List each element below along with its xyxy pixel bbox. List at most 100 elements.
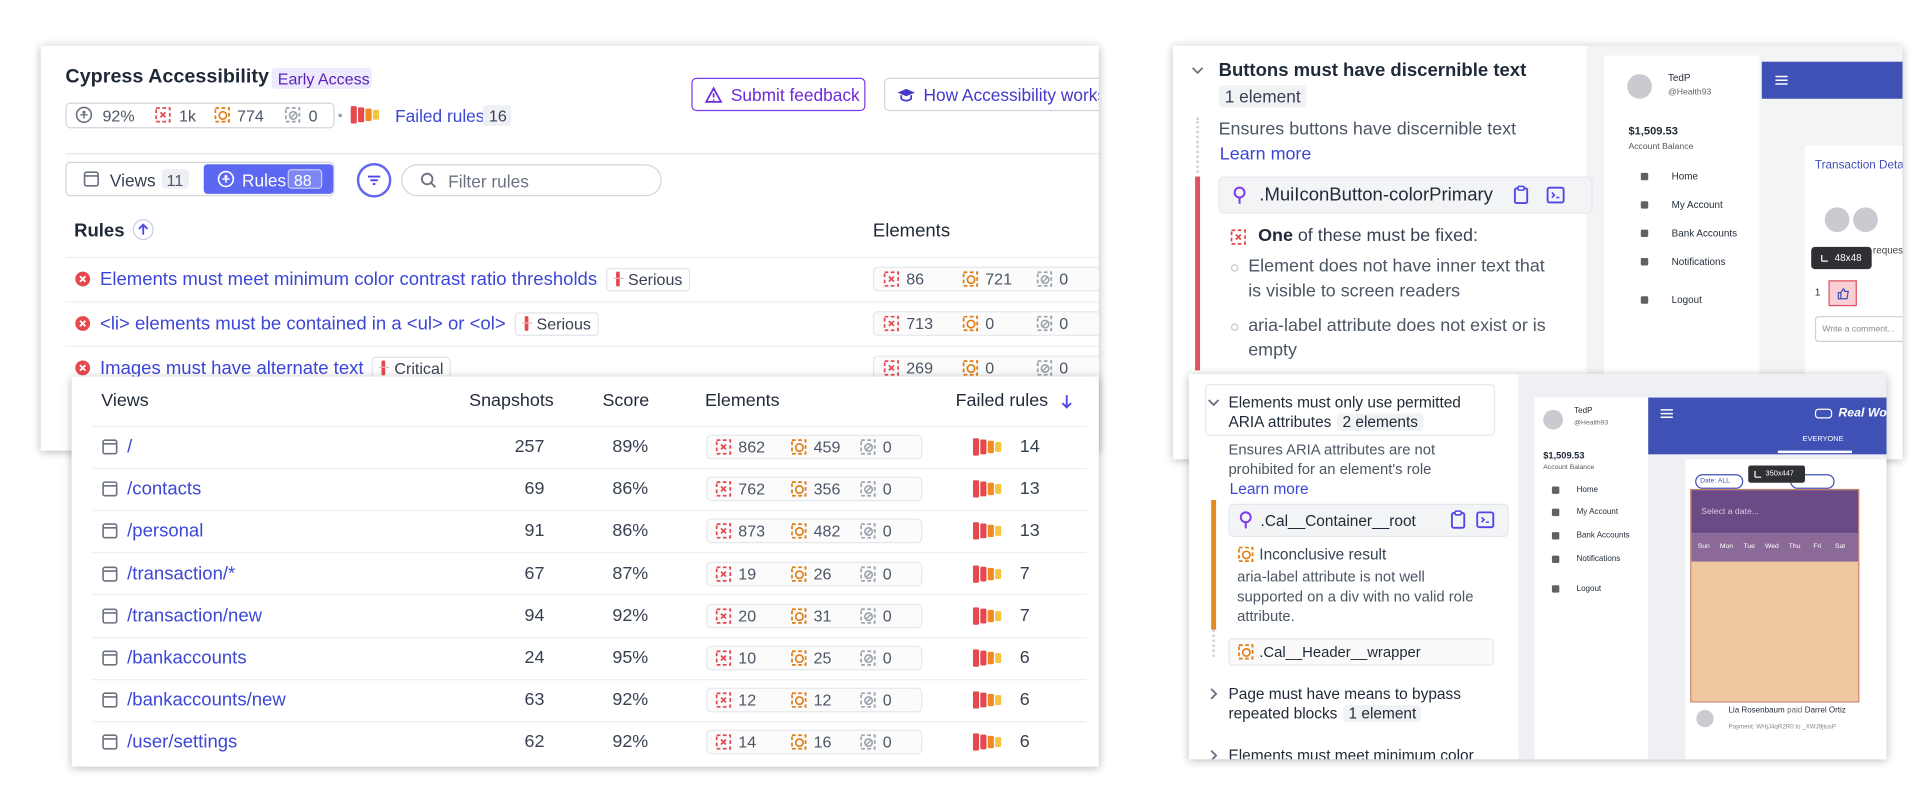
nav-item[interactable]: My Account bbox=[1671, 199, 1723, 211]
failed-rules-link[interactable]: Failed rules bbox=[395, 105, 485, 126]
rule-title-text[interactable]: Page must have means to bypass repeated … bbox=[1228, 685, 1461, 723]
bullet bbox=[1230, 264, 1239, 272]
avatar bbox=[1543, 409, 1564, 430]
icon-part bbox=[83, 171, 99, 187]
rule-description: Ensures ARIA attributes are not prohibit… bbox=[1228, 440, 1436, 478]
count-icon bbox=[883, 360, 900, 376]
sort-button bbox=[132, 219, 154, 241]
rule-link[interactable]: Elements must meet minimum color contras… bbox=[100, 268, 598, 290]
icon-part bbox=[1042, 276, 1049, 283]
nav-item[interactable]: Notifications bbox=[1671, 256, 1726, 268]
selector-box bbox=[1218, 176, 1593, 214]
icon-part bbox=[900, 94, 913, 101]
element-count: 86 bbox=[906, 269, 925, 289]
icon-part bbox=[987, 651, 994, 665]
icon-part bbox=[102, 566, 118, 582]
nav-item[interactable]: Bank Accounts bbox=[1671, 227, 1738, 239]
count-badge bbox=[482, 104, 512, 126]
icon-part bbox=[80, 114, 88, 119]
icon-part bbox=[972, 649, 980, 667]
views-count: 11 bbox=[166, 170, 184, 189]
rule-title-text[interactable]: Elements must meet minimum color contras… bbox=[1228, 746, 1474, 760]
passes: 0 bbox=[308, 106, 318, 125]
rule-description: Ensures buttons have discernible text bbox=[1218, 119, 1517, 140]
calendar-header bbox=[1691, 490, 1859, 534]
date-filter[interactable] bbox=[1695, 474, 1744, 489]
view-link[interactable]: /transaction/* bbox=[127, 563, 236, 585]
nav-item[interactable]: Notifications bbox=[1576, 554, 1621, 564]
count-icon bbox=[860, 692, 876, 708]
failed-rules: 14 bbox=[1019, 437, 1040, 457]
tooltip bbox=[1811, 246, 1872, 270]
column-header: Views bbox=[101, 391, 149, 412]
score: 86% bbox=[612, 521, 649, 542]
learn-more-link[interactable]: Learn more bbox=[1219, 144, 1312, 165]
nav-item[interactable]: My Account bbox=[1576, 508, 1619, 517]
comment-input bbox=[1814, 316, 1903, 342]
tab[interactable]: EVERYONE bbox=[1802, 435, 1844, 444]
icon-part bbox=[217, 170, 235, 188]
nav-item[interactable]: Logout bbox=[1671, 294, 1702, 306]
count-icon bbox=[791, 692, 807, 708]
error-icon bbox=[75, 271, 91, 287]
feedback-button[interactable] bbox=[691, 77, 866, 112]
nav-item[interactable]: Bank Accounts bbox=[1576, 531, 1630, 541]
failed-rules-icon bbox=[972, 479, 1008, 499]
icon-part bbox=[715, 523, 732, 540]
avatar bbox=[1696, 709, 1714, 728]
count-icon bbox=[791, 565, 807, 582]
icon-part bbox=[1454, 510, 1462, 516]
element-count: 12 bbox=[813, 691, 832, 710]
view-link[interactable]: /user/settings bbox=[127, 731, 238, 753]
filter-button[interactable] bbox=[356, 162, 392, 198]
severity-label: Serious bbox=[627, 269, 683, 289]
search-placeholder: Filter rules bbox=[448, 170, 529, 191]
view-link[interactable]: /personal bbox=[127, 520, 204, 542]
element-count: 0 bbox=[882, 522, 892, 541]
console-button bbox=[1475, 510, 1495, 530]
rule-link[interactable]: Images must have alternate text bbox=[100, 357, 364, 379]
search-input[interactable] bbox=[401, 164, 662, 197]
nav-item[interactable]: Home bbox=[1671, 170, 1699, 183]
element-count: 0 bbox=[1059, 269, 1069, 289]
nav-item[interactable]: Home bbox=[1576, 485, 1599, 495]
element-count: 25 bbox=[813, 648, 832, 668]
docs-button[interactable] bbox=[883, 77, 1099, 112]
expand-toggle bbox=[1206, 686, 1221, 701]
nav-item[interactable]: Logout bbox=[1576, 584, 1602, 594]
rule-link[interactable]: <li> elements must be contained in a <ul… bbox=[100, 312, 506, 334]
icon bbox=[1551, 507, 1561, 517]
weekday: Thu bbox=[1788, 543, 1801, 551]
calendar-body bbox=[1691, 561, 1859, 702]
icon-part bbox=[791, 692, 807, 708]
element-count-badge: 1 element bbox=[1224, 86, 1301, 107]
severity-label: Critical bbox=[394, 358, 444, 378]
view-link[interactable]: /contacts bbox=[127, 478, 202, 500]
count-icon bbox=[715, 608, 732, 624]
icon-part bbox=[860, 692, 876, 708]
view-link[interactable]: / bbox=[127, 436, 133, 458]
element-count: 16 bbox=[813, 733, 832, 752]
icon-part bbox=[972, 649, 1002, 667]
view-link[interactable]: /bankaccounts/new bbox=[127, 689, 286, 711]
view-link[interactable]: /transaction/new bbox=[127, 605, 263, 627]
fix-heading: One of these must be fixed: bbox=[1258, 226, 1579, 246]
icon-part bbox=[864, 485, 874, 495]
selector: .MuiIconButton-colorPrimary bbox=[1259, 184, 1493, 206]
view-link[interactable]: /bankaccounts bbox=[127, 647, 247, 669]
highlighted-button[interactable] bbox=[1828, 280, 1857, 307]
row-divider bbox=[92, 467, 1087, 469]
icon-part bbox=[791, 565, 807, 582]
count-icon bbox=[860, 734, 876, 751]
icon-part bbox=[995, 653, 1002, 663]
fix-heading-text: of these must be fixed: bbox=[1297, 225, 1478, 246]
views-tab[interactable]: Views bbox=[109, 169, 156, 190]
icon-part bbox=[132, 219, 154, 241]
console-button bbox=[1546, 185, 1566, 205]
icon-part bbox=[102, 608, 118, 624]
icon-part bbox=[995, 484, 1002, 495]
icon-part bbox=[155, 107, 171, 123]
icon-part bbox=[987, 525, 994, 538]
icon-part bbox=[972, 607, 1002, 625]
learn-more-link[interactable]: Learn more bbox=[1229, 480, 1309, 498]
